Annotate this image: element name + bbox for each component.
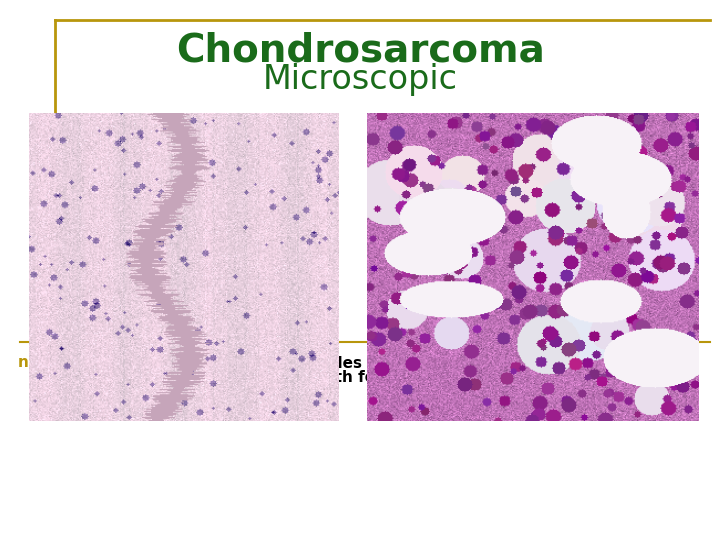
Text: These tumors are composed of lobules of cartilage with anaplastic: These tumors are composed of lobules of … xyxy=(30,356,602,371)
Text: Chondrosarcoma: Chondrosarcoma xyxy=(176,31,544,69)
Text: Microscopic: Microscopic xyxy=(263,64,457,97)
Text: calcification.: calcification. xyxy=(30,384,139,399)
Text: chondrocytes in the lacunae and with focal enchondral ossification and: chondrocytes in the lacunae and with foc… xyxy=(30,370,642,385)
Text: n: n xyxy=(18,355,29,370)
